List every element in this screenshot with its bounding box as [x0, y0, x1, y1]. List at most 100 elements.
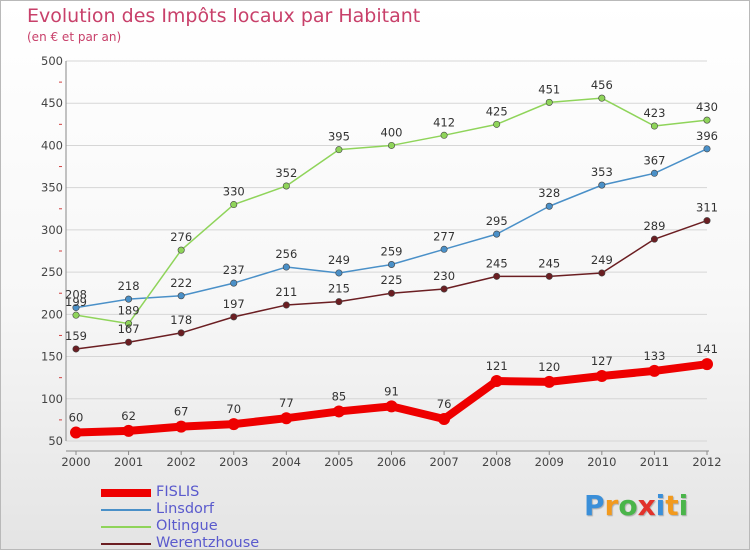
data-point — [493, 120, 501, 128]
data-point — [125, 320, 133, 328]
logo-letter: o — [618, 489, 638, 522]
data-point — [177, 246, 185, 254]
data-point — [230, 313, 238, 321]
data-label: 353 — [591, 165, 613, 179]
data-point — [440, 131, 448, 139]
data-label: 211 — [275, 285, 297, 299]
data-label: 67 — [174, 405, 189, 419]
x-tick-label: 2007 — [429, 455, 458, 469]
x-tick-label: 2012 — [692, 455, 721, 469]
data-point — [650, 169, 658, 177]
data-point — [648, 364, 661, 377]
data-label: 70 — [226, 402, 241, 416]
x-tick-label: 2001 — [114, 455, 143, 469]
data-label: 289 — [643, 219, 665, 233]
chart-subtitle: (en € et par an) — [27, 30, 122, 44]
data-label: 328 — [538, 186, 560, 200]
data-label: 451 — [538, 82, 560, 96]
data-point — [543, 375, 556, 388]
data-label: 159 — [65, 329, 87, 343]
data-label: 208 — [65, 288, 87, 302]
x-tick-label: 2009 — [535, 455, 564, 469]
data-label: 218 — [118, 279, 140, 293]
data-point — [227, 418, 240, 431]
legend-label: FISLIS — [156, 484, 200, 500]
data-label: 197 — [223, 297, 245, 311]
data-point — [490, 375, 503, 388]
data-label: 295 — [486, 214, 508, 228]
data-point — [595, 369, 608, 382]
y-tick-label: 300 — [41, 223, 63, 237]
data-point — [387, 141, 395, 149]
data-point — [230, 201, 238, 209]
logo-letter: t — [665, 489, 679, 522]
data-label: 62 — [121, 409, 136, 423]
data-label: 395 — [328, 130, 350, 144]
y-tick-label: 400 — [41, 138, 63, 152]
logo-letter: P — [584, 489, 605, 522]
data-point — [177, 292, 185, 300]
data-point — [70, 426, 82, 439]
y-tick-label: 200 — [41, 307, 63, 321]
x-tick-label: 2005 — [324, 455, 353, 469]
data-label: 222 — [170, 276, 192, 290]
data-point — [650, 235, 658, 243]
data-label: 178 — [170, 313, 192, 327]
data-point — [493, 230, 501, 238]
data-point — [125, 338, 133, 346]
data-label: 423 — [643, 106, 665, 120]
series-layer — [70, 94, 713, 439]
data-label: 245 — [538, 256, 560, 270]
data-label: 215 — [328, 282, 350, 296]
x-tick-label: 2008 — [482, 455, 511, 469]
legend-label: Oltingue — [156, 518, 218, 534]
data-label: 76 — [437, 397, 452, 411]
data-point — [282, 182, 290, 190]
data-point — [650, 122, 658, 130]
data-point — [703, 116, 711, 124]
data-point — [545, 98, 553, 106]
data-label: 456 — [591, 78, 613, 92]
logo-letter: x — [637, 489, 656, 522]
series-oltingue — [72, 94, 711, 328]
data-label: 77 — [279, 396, 294, 410]
data-point — [440, 285, 448, 293]
legend-swatch — [101, 489, 151, 497]
y-tick-label: 50 — [48, 434, 63, 448]
data-label: 400 — [381, 125, 403, 139]
y-tick-label: 350 — [41, 181, 63, 195]
chart-title: Evolution des Impôts locaux par Habitant — [27, 5, 421, 27]
data-point — [598, 181, 606, 189]
data-label: 127 — [591, 354, 613, 368]
data-point — [72, 345, 80, 353]
data-label: 276 — [170, 230, 192, 244]
data-label: 259 — [381, 245, 403, 259]
data-point — [438, 413, 451, 426]
logo-letter: i — [678, 489, 689, 522]
data-label: 141 — [696, 342, 718, 356]
data-label: 330 — [223, 185, 245, 199]
data-point — [335, 269, 343, 277]
data-label: 367 — [643, 153, 665, 167]
data-point — [177, 329, 185, 337]
data-point — [280, 412, 293, 425]
x-tick-label: 2003 — [219, 455, 248, 469]
axes: 50 100 150 200 250 300 350 400 450 500 2000 2001 200… — [41, 54, 722, 469]
data-label: 237 — [223, 263, 245, 277]
data-label: 352 — [275, 166, 297, 180]
series-werentzhouse — [72, 217, 711, 353]
data-point — [440, 245, 448, 253]
data-label: 396 — [696, 129, 718, 143]
data-point — [598, 94, 606, 102]
data-point — [72, 304, 80, 312]
data-label: 85 — [332, 389, 347, 403]
legend-label: Werentzhouse — [156, 535, 260, 551]
data-point — [545, 272, 553, 280]
data-point — [387, 289, 395, 297]
data-label: 311 — [696, 201, 718, 215]
logo-letter: r — [604, 489, 619, 522]
data-point — [703, 145, 711, 153]
data-label: 133 — [643, 349, 665, 363]
